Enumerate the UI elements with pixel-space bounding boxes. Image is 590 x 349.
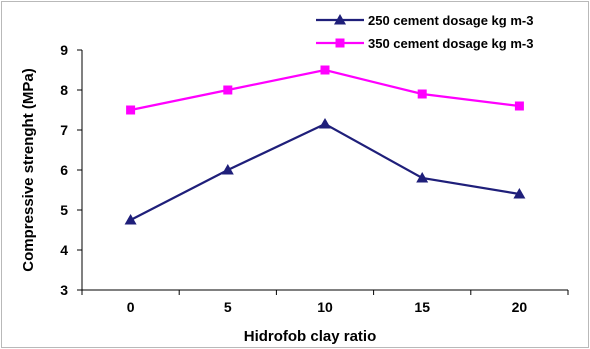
chart-axes: [81, 50, 568, 291]
y-tick-label: 7: [60, 122, 68, 138]
x-tick-label: 0: [127, 299, 135, 315]
data-point: [417, 89, 427, 99]
x-tick-label: 15: [414, 299, 430, 315]
x-tick-label: 20: [512, 299, 528, 315]
chart-ticks: 3 4 5 6 7 8 9 0 5 10 15 20: [60, 42, 569, 315]
series-line: [130, 68, 520, 112]
legend-label: 350 cement dosage kg m-3: [368, 36, 533, 51]
chart-series: [124, 65, 526, 225]
data-point: [126, 105, 136, 115]
x-tick-label: 5: [224, 299, 232, 315]
data-point: [124, 214, 137, 225]
y-tick-label: 5: [60, 202, 68, 218]
legend-marker: [334, 14, 346, 25]
data-point: [416, 172, 429, 183]
series-1: [124, 118, 526, 225]
legend-marker: [335, 38, 345, 48]
y-tick-label: 3: [60, 282, 68, 298]
data-point: [514, 101, 524, 111]
data-point: [223, 85, 233, 95]
y-tick-label: 6: [60, 162, 68, 178]
series-2: [126, 65, 524, 115]
y-tick-label: 8: [60, 82, 68, 98]
data-point: [320, 65, 330, 75]
series-line: [130, 122, 520, 221]
y-tick-label: 4: [60, 242, 68, 258]
y-tick-label: 9: [60, 42, 68, 58]
x-tick-label: 10: [317, 299, 333, 315]
chart-legend: 250 cement dosage kg m-3 350 cement dosag…: [316, 13, 533, 51]
legend-label: 250 cement dosage kg m-3: [368, 13, 533, 28]
x-axis-title: Hidrofob clay ratio: [244, 328, 377, 345]
data-point: [221, 164, 234, 175]
data-point: [513, 188, 526, 199]
y-axis-title: Compressive strenght (MPa): [20, 68, 37, 271]
data-point: [319, 118, 331, 129]
